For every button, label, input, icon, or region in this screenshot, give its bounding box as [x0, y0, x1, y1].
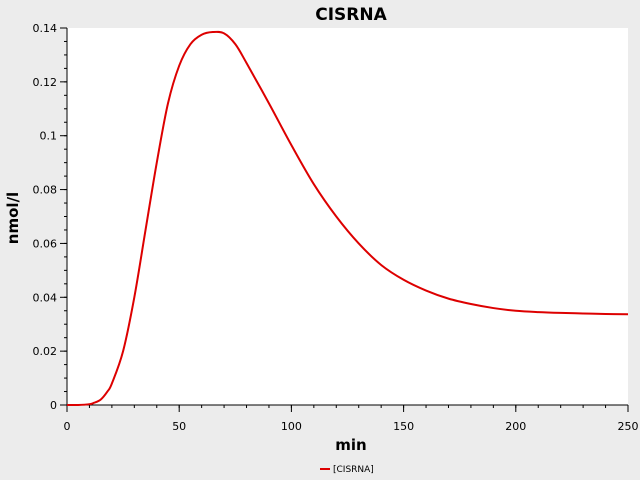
y-tick-label: 0.14	[33, 22, 58, 35]
y-tick-label: 0.02	[33, 345, 58, 358]
y-axis-label: nmol/l	[4, 192, 22, 244]
y-tick-label: 0	[50, 399, 57, 412]
x-tick-label: 0	[64, 420, 71, 433]
plot-area	[67, 28, 628, 405]
x-tick-label: 50	[172, 420, 186, 433]
y-tick-label: 0.12	[33, 76, 58, 89]
x-tick-label: 100	[281, 420, 302, 433]
x-tick-label: 250	[618, 420, 639, 433]
y-tick-label: 0.06	[33, 237, 58, 250]
x-tick-label: 200	[505, 420, 526, 433]
ticks: 0 0.02 0.04 0.06 0.08 0.1 0.12 0.14 0 50 100 150 200…	[33, 22, 639, 433]
series-line	[66, 30, 629, 407]
x-axis-label: min	[335, 436, 366, 454]
y-tick-label: 0.1	[40, 130, 58, 143]
chart-title: CISRNA	[315, 5, 387, 25]
legend: [CISRNA]	[320, 465, 374, 475]
x-tick-label: 150	[393, 420, 414, 433]
y-tick-label: 0.08	[33, 184, 58, 197]
series-layer	[66, 30, 629, 407]
legend-label: [CISRNA]	[333, 465, 374, 475]
y-tick-label: 0.04	[33, 291, 58, 304]
